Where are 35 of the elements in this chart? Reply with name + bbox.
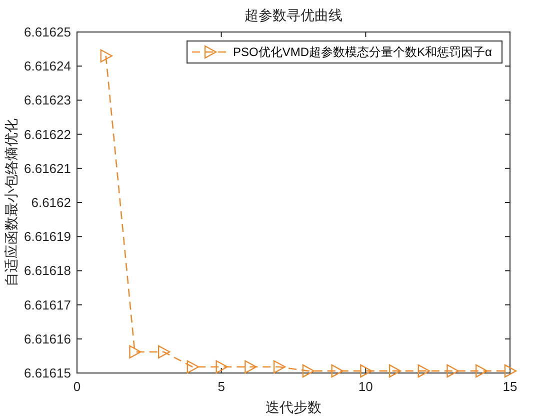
y-axis-title: 自适应函数最小包络熵优化 xyxy=(4,118,20,286)
y-tick-label: 6.6162 xyxy=(31,195,71,210)
y-tick-label: 6.61623 xyxy=(24,92,71,108)
point xyxy=(331,364,344,378)
point xyxy=(273,360,286,374)
point xyxy=(129,345,142,358)
point xyxy=(158,345,170,358)
chart-title: 超参数寻优曲线 xyxy=(244,8,342,24)
point xyxy=(244,360,257,374)
y-tick-label: 6.61621 xyxy=(24,160,71,176)
x-axis-title: 迭代步数 xyxy=(266,400,322,416)
y-tick-label: 6.61625 xyxy=(24,24,71,40)
point xyxy=(504,364,517,378)
y-tick-label: 6.61622 xyxy=(24,126,71,142)
point xyxy=(418,364,430,378)
point xyxy=(100,49,112,62)
y-tick-label: 6.61616 xyxy=(24,331,71,346)
y-tick-label: 6.61624 xyxy=(24,58,71,74)
point xyxy=(446,364,459,378)
x-tick-label: 5 xyxy=(218,379,225,394)
y-tick-label: 6.61617 xyxy=(24,297,71,312)
point xyxy=(388,364,402,378)
x-tick-label: 0 xyxy=(73,379,81,394)
point xyxy=(216,360,228,374)
y-tick-label: 6.61618 xyxy=(24,263,71,278)
legend-label: PSO优化VMD超参数模态分量个数K和惩罚因子α xyxy=(233,45,492,59)
y-tick-label: 6.61615 xyxy=(24,366,71,380)
point xyxy=(186,360,200,374)
point xyxy=(476,364,488,378)
x-tick-label: 10 xyxy=(358,379,373,394)
x-tick-label: 15 xyxy=(502,379,518,394)
point xyxy=(360,364,372,378)
legend: PSO优化VMD超参数模态分量个数K和惩罚因子α xyxy=(186,40,502,64)
y-tick-label: 6.61619 xyxy=(24,229,71,244)
point xyxy=(302,364,315,378)
